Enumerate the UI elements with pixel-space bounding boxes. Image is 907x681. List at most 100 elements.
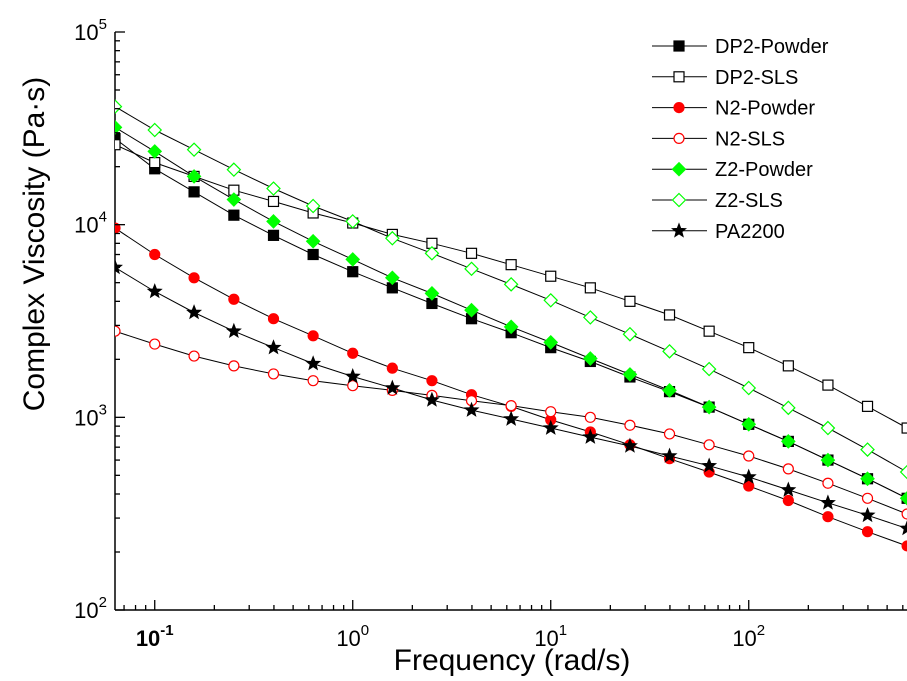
data-point-pa2200	[621, 437, 638, 453]
data-point-pa2200	[225, 322, 242, 338]
data-point-z2-sls	[503, 277, 519, 292]
series-pa2200	[115, 259, 907, 536]
legend-marker	[671, 161, 687, 177]
data-point-dp2-powder	[228, 209, 240, 221]
data-point-z2-sls	[899, 464, 907, 480]
data-point-z2-sls	[266, 181, 281, 196]
data-point-n2-powder	[267, 313, 280, 325]
data-point-pa2200	[740, 468, 757, 484]
data-point-n2-sls	[861, 492, 874, 504]
data-point-pa2200	[701, 457, 718, 473]
data-point-dp2-sls	[149, 156, 161, 169]
data-point-z2-powder	[899, 491, 907, 506]
data-point-pa2200	[661, 447, 678, 463]
data-point-n2-powder	[307, 330, 319, 342]
data-point-pa2200	[582, 428, 599, 444]
data-point-pa2200	[384, 379, 401, 395]
legend-label: Z2-SLS	[715, 190, 783, 212]
data-point-z2-powder	[266, 214, 281, 229]
legend-label: DP2-Powder	[715, 36, 829, 58]
data-point-z2-powder	[424, 286, 440, 301]
y-axis-title: Complex Viscosity (Pa·s)	[18, 77, 51, 412]
data-point-pa2200	[899, 520, 907, 536]
data-point-n2-sls	[901, 508, 907, 520]
legend-marker	[673, 40, 685, 52]
data-point-z2-powder	[582, 351, 598, 366]
data-point-n2-sls	[115, 325, 121, 337]
data-point-z2-powder	[147, 144, 163, 159]
data-point-n2-sls	[703, 439, 715, 451]
data-point-n2-powder	[743, 480, 755, 492]
data-point-z2-sls	[543, 292, 559, 308]
data-point-dp2-sls	[822, 379, 834, 391]
legend-marker	[673, 71, 685, 83]
data-point-n2-powder	[901, 540, 907, 552]
data-point-z2-sls	[820, 420, 836, 436]
data-point-z2-powder	[384, 270, 400, 286]
data-point-n2-powder	[188, 272, 200, 284]
data-point-dp2-sls	[782, 360, 794, 372]
legend-item-n2-powder: N2-Powder	[652, 98, 815, 120]
data-point-dp2-sls	[703, 325, 715, 337]
data-point-n2-sls	[545, 406, 557, 418]
axes-layer: 10-1 100 101 102 102 103 104 105	[74, 16, 904, 651]
data-point-dp2-sls	[861, 400, 874, 412]
x-tick-label: 102	[732, 622, 765, 651]
data-point-z2-powder	[780, 434, 796, 449]
x-axis-title: Frequency (rad/s)	[394, 644, 631, 677]
data-point-n2-sls	[782, 463, 794, 475]
data-point-dp2-sls	[584, 282, 596, 294]
data-point-n2-powder	[115, 222, 121, 234]
data-point-dp2-sls	[743, 342, 755, 354]
data-point-z2-powder	[543, 335, 559, 350]
data-point-pa2200	[344, 368, 361, 384]
data-point-z2-sls	[622, 326, 638, 342]
data-point-dp2-sls	[545, 270, 557, 282]
data-point-n2-sls	[347, 380, 359, 392]
data-point-dp2-powder	[115, 132, 121, 145]
data-point-z2-sls	[464, 261, 479, 277]
data-point-n2-sls	[149, 338, 161, 350]
data-point-z2-sls	[384, 230, 400, 246]
data-point-dp2-sls	[267, 195, 280, 208]
data-point-z2-powder	[662, 383, 677, 398]
data-point-dp2-powder	[347, 266, 359, 278]
data-point-pa2200	[463, 401, 480, 417]
y-tick-label: 104	[74, 209, 107, 238]
data-point-z2-sls	[662, 344, 677, 359]
data-point-pa2200	[115, 259, 123, 275]
data-point-pa2200	[265, 339, 282, 355]
y-tick-label: 103	[74, 401, 107, 430]
data-point-z2-powder	[820, 452, 836, 468]
data-point-n2-powder	[149, 248, 161, 261]
data-point-n2-powder	[347, 347, 359, 359]
legend-marker	[671, 192, 687, 208]
legend-marker	[671, 222, 687, 238]
data-point-n2-sls	[267, 368, 280, 380]
data-point-z2-sls	[780, 400, 796, 416]
data-point-z2-sls	[226, 162, 242, 177]
data-point-z2-powder	[701, 399, 717, 415]
data-point-z2-sls	[741, 380, 757, 396]
series-z2-powder	[115, 119, 907, 506]
legend-marker	[673, 101, 685, 114]
legend-item-n2-sls: N2-SLS	[652, 128, 785, 150]
data-point-n2-powder	[386, 362, 398, 374]
legend-item-dp2-sls: DP2-SLS	[652, 67, 798, 89]
data-point-dp2-sls	[505, 259, 517, 271]
x-tick-label: 10-1	[136, 622, 174, 651]
data-point-z2-powder	[503, 319, 519, 335]
series-layer	[115, 99, 907, 552]
x-tick-label: 100	[336, 622, 369, 651]
data-point-dp2-sls	[663, 309, 676, 321]
data-point-z2-sls	[582, 310, 598, 325]
legend-item-z2-powder: Z2-Powder	[652, 159, 813, 181]
data-point-n2-powder	[861, 526, 874, 538]
data-point-z2-sls	[305, 198, 321, 214]
data-point-pa2200	[305, 355, 322, 371]
x-tick-label: 101	[534, 622, 567, 651]
data-point-n2-sls	[584, 411, 596, 423]
data-point-pa2200	[503, 410, 520, 426]
data-point-n2-powder	[822, 511, 834, 523]
